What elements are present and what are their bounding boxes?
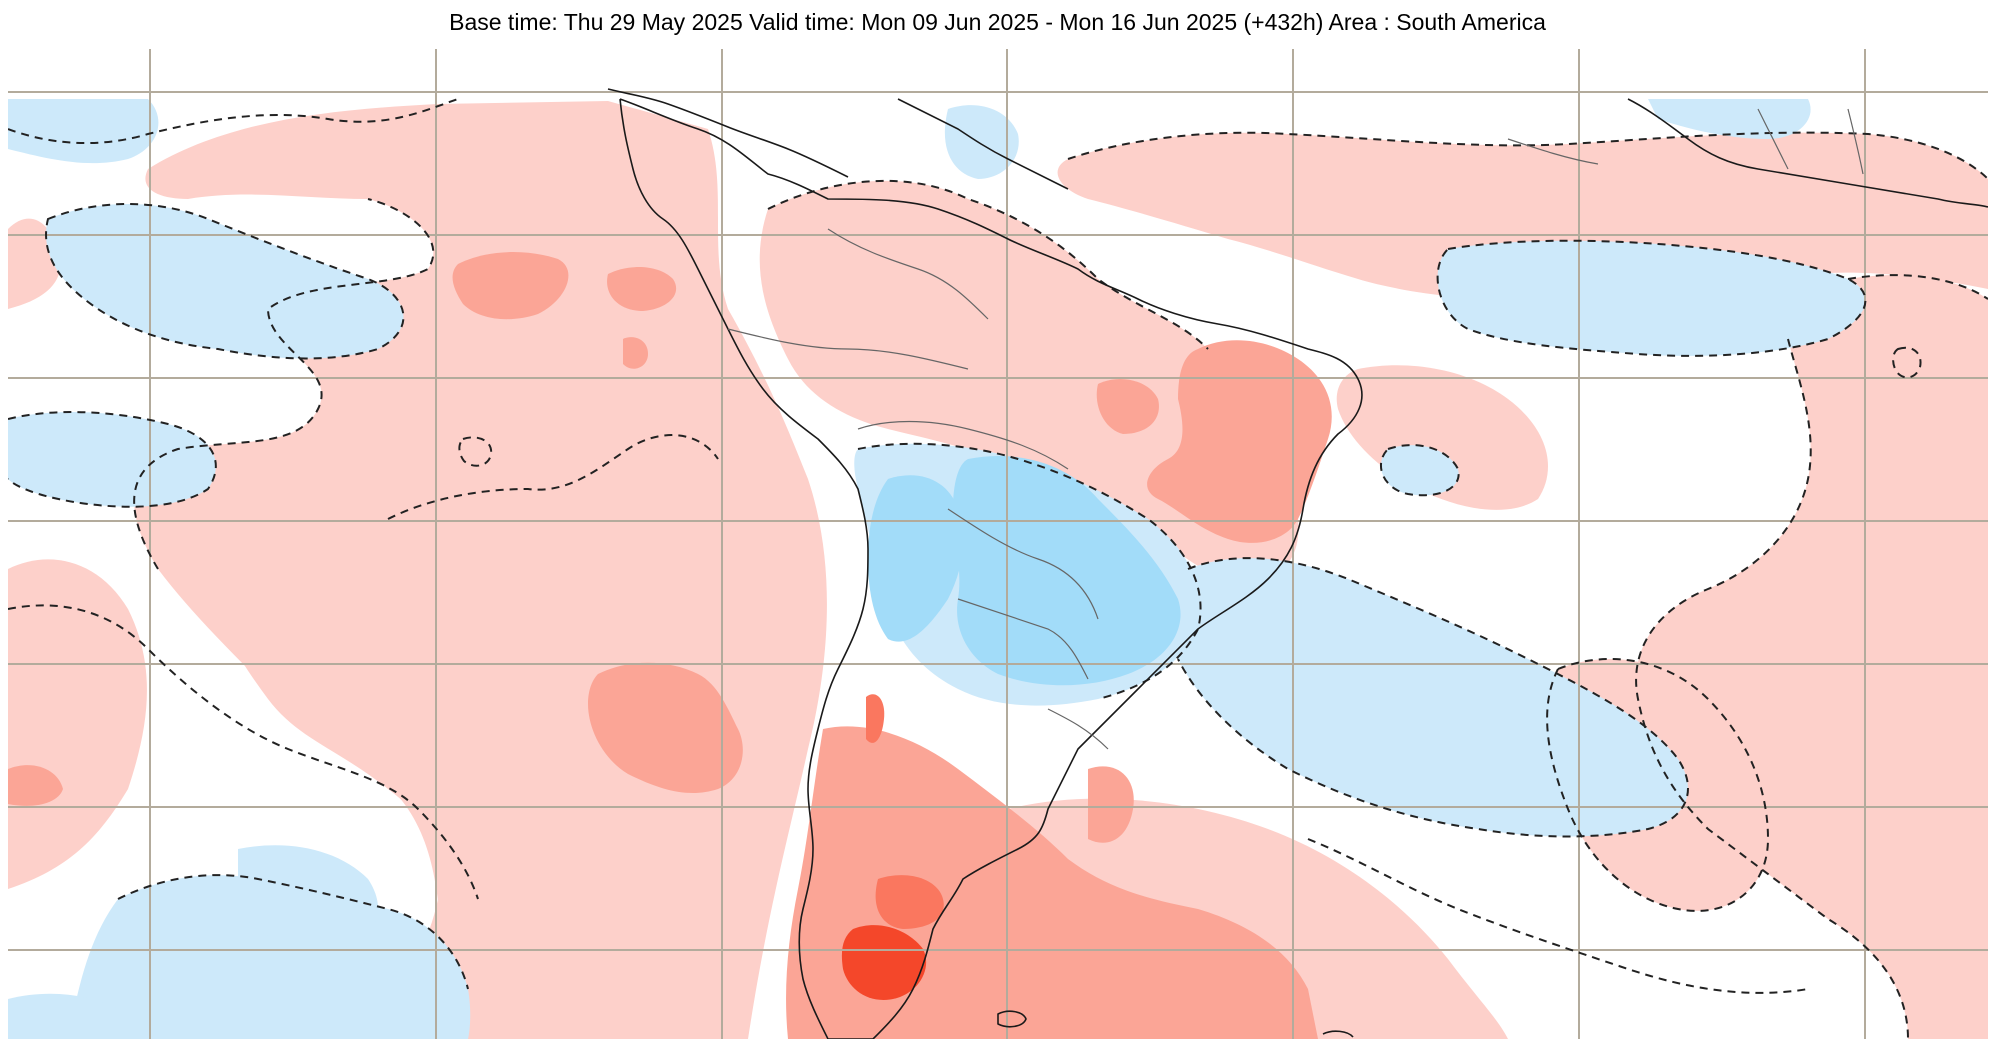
contour-far-east-south [1546, 658, 1770, 912]
cool-region-caribbean [944, 105, 1019, 179]
coastline-falklands [997, 1010, 1027, 1028]
contour-atlantic-north [1436, 239, 1867, 357]
cool-region-atlantic-north-blob [1437, 240, 1866, 356]
warm-extreme-anomaly-layer [841, 925, 927, 1000]
coastline-central-america [607, 88, 849, 178]
warm-strong-region-patagonia [875, 875, 944, 929]
warm-medium-region-brazil-west [1096, 379, 1159, 434]
warm-medium-region-pacific-north [452, 252, 569, 320]
border-4 [957, 598, 1089, 680]
contour-pacific-nw [45, 203, 405, 360]
border-2 [857, 420, 1069, 470]
cool-region-pacific-top-left [8, 99, 159, 164]
contour-blob-1 [1379, 444, 1460, 497]
warm-region-atlantic-east [1636, 275, 1988, 1039]
cool-region-atlantic-top [1648, 99, 1811, 139]
contour-pacific-mid-band [387, 434, 719, 520]
contour-south-atlantic-low [1307, 838, 1809, 994]
cool-medium-region-bolivia [868, 475, 964, 642]
cool-region-pacific-west-mid [8, 412, 216, 507]
map-frame [8, 49, 1988, 1039]
cool-region-atlantic-mid-small [1380, 445, 1459, 496]
contour-blob-2 [1892, 346, 1922, 379]
warm-medium-region-brazil-east [1147, 340, 1332, 543]
coastline-south-america [619, 98, 1363, 1039]
border-1 [727, 328, 969, 370]
warm-medium-region-pacific-north-2 [607, 267, 677, 311]
cool-region-south-bottom-left [8, 993, 128, 1039]
warm-extreme-region-patagonia [841, 925, 927, 1000]
border-3 [947, 508, 1099, 620]
contour-atlantic-east [1847, 274, 1988, 300]
warm-light-anomaly-layer [8, 101, 1988, 1039]
graticule [8, 49, 1988, 1039]
warm-region-atlantic-middle [1336, 365, 1548, 510]
contour-pacific-south-central [133, 198, 435, 570]
warm-medium-region-far-west [8, 765, 63, 806]
warm-strong-region-chile [866, 694, 885, 743]
warm-medium-region-pacific-small [623, 337, 648, 369]
warm-region-pacific-southwest-band [191, 466, 577, 1039]
warm-medium-region-pacific-mid [588, 662, 743, 794]
border-7 [1507, 138, 1599, 165]
border-8 [1757, 108, 1789, 170]
map-title: Base time: Thu 29 May 2025 Valid time: M… [449, 9, 1546, 35]
coastline-caribbean [897, 98, 1069, 190]
contour-atlantic-east-long [1635, 338, 1909, 1039]
cool-medium-region-paraguay [953, 455, 1181, 686]
coastline-africa [1627, 98, 1988, 208]
cool-region-atlantic-center [1171, 558, 1688, 837]
border-9 [1847, 108, 1864, 175]
contour-pacific-top [8, 98, 459, 145]
coastlines [607, 88, 1988, 1039]
contour-brazil-north [767, 179, 1209, 350]
warm-strong-anomaly-layer [866, 694, 944, 929]
cool-region-pacific-northwest [46, 204, 404, 359]
coastline-south-georgia [1322, 1030, 1354, 1038]
warm-medium-region-south-atlantic [1088, 766, 1134, 843]
cool-region-pacific-south-center [238, 845, 378, 950]
border-6 [827, 228, 989, 320]
border-5 [1047, 708, 1109, 750]
contour-pacific-south-long [8, 604, 479, 900]
contour-blob-3 [458, 436, 493, 467]
cool-medium-anomaly-layer [868, 455, 1181, 686]
contour-pacific-west-mid [8, 411, 217, 508]
zero-contours [8, 98, 1988, 1039]
contour-continent [857, 442, 1202, 700]
country-borders [727, 108, 1864, 750]
